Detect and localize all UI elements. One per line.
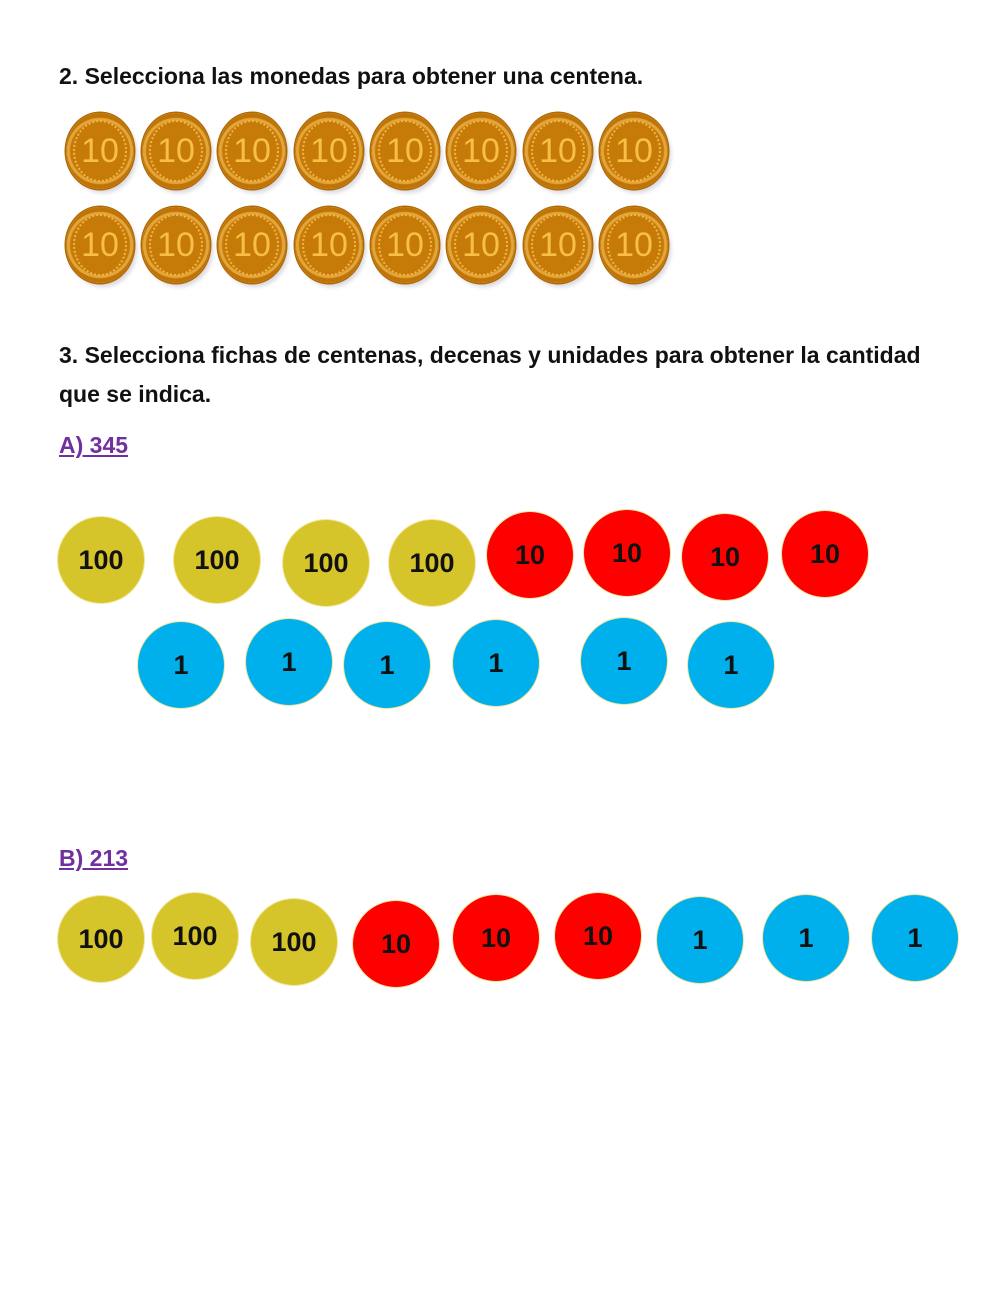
chip-b-hundreds[interactable]: 100 [251, 899, 337, 985]
coin-10[interactable]: 10 [524, 207, 592, 283]
question-3-title: 3. Selecciona fichas de centenas, decena… [59, 342, 921, 407]
coin-10[interactable]: 10 [218, 113, 286, 189]
coin-10[interactable]: 10 [66, 207, 134, 283]
subquestion-a-label: A) 345 [59, 432, 129, 458]
chip-b-tens[interactable]: 10 [555, 893, 641, 979]
chip-b-tens[interactable]: 10 [353, 901, 439, 987]
chip-a-units[interactable]: 1 [453, 620, 539, 706]
coin-10[interactable]: 10 [295, 113, 363, 189]
coin-10[interactable]: 10 [600, 207, 668, 283]
chip-a-hundreds[interactable]: 100 [174, 517, 260, 603]
coin-10[interactable]: 10 [524, 113, 592, 189]
chip-a-units[interactable]: 1 [246, 619, 332, 705]
chip-b-hundreds[interactable]: 100 [152, 893, 238, 979]
coin-10[interactable]: 10 [371, 113, 439, 189]
chip-a-units[interactable]: 1 [138, 622, 224, 708]
chip-a-tens[interactable]: 10 [584, 510, 670, 596]
chip-b-tens[interactable]: 10 [453, 895, 539, 981]
chip-a-units[interactable]: 1 [344, 622, 430, 708]
chip-a-tens[interactable]: 10 [782, 511, 868, 597]
chip-a-tens[interactable]: 10 [487, 512, 573, 598]
coin-10[interactable]: 10 [66, 113, 134, 189]
chip-a-tens[interactable]: 10 [682, 514, 768, 600]
chip-b-units[interactable]: 1 [872, 895, 958, 981]
chip-b-units[interactable]: 1 [763, 895, 849, 981]
coin-10[interactable]: 10 [295, 207, 363, 283]
coin-10[interactable]: 10 [447, 207, 515, 283]
chip-a-units[interactable]: 1 [581, 618, 667, 704]
chip-a-units[interactable]: 1 [688, 622, 774, 708]
chip-a-hundreds[interactable]: 100 [283, 520, 369, 606]
coin-10[interactable]: 10 [142, 113, 210, 189]
coin-10[interactable]: 10 [218, 207, 286, 283]
coin-10[interactable]: 10 [600, 113, 668, 189]
subquestion-b-label: B) 213 [59, 845, 129, 871]
chip-b-units[interactable]: 1 [657, 897, 743, 983]
coin-10[interactable]: 10 [142, 207, 210, 283]
question-2-title: 2. Selecciona las monedas para obtener u… [59, 63, 644, 89]
chip-b-hundreds[interactable]: 100 [58, 896, 144, 982]
chip-a-hundreds[interactable]: 100 [389, 520, 475, 606]
chip-a-hundreds[interactable]: 100 [58, 517, 144, 603]
coin-10[interactable]: 10 [447, 113, 515, 189]
coin-10[interactable]: 10 [371, 207, 439, 283]
